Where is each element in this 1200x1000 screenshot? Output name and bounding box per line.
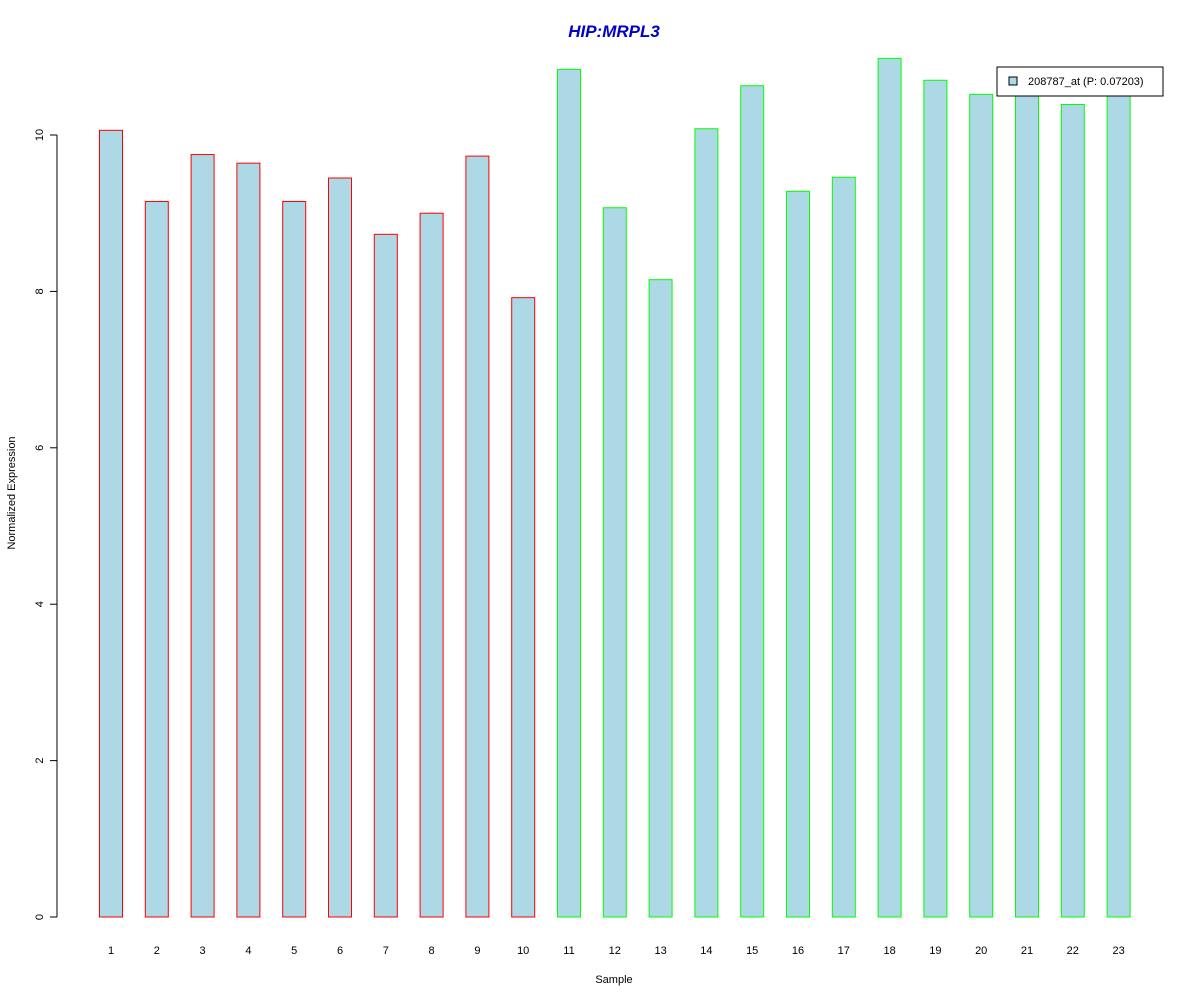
- bar: [1060, 104, 1085, 918]
- bar: [786, 190, 810, 918]
- bar: [328, 177, 352, 918]
- x-tick-label: 9: [474, 945, 480, 957]
- bar: [373, 233, 398, 918]
- x-tick-label: 6: [337, 945, 343, 957]
- y-tick-label: 8: [34, 288, 46, 294]
- bar: [969, 93, 994, 918]
- bar: [282, 200, 307, 918]
- x-tick-label: 12: [609, 945, 621, 957]
- x-tick-label: 14: [700, 945, 712, 957]
- x-tick-label: 23: [1112, 945, 1124, 957]
- bar: [602, 207, 627, 918]
- bars: [99, 57, 1131, 918]
- y-tick-label: 2: [34, 758, 46, 764]
- chart-title: HIP:MRPL3: [568, 22, 660, 41]
- bar: [236, 162, 261, 918]
- legend-swatch: [1008, 76, 1018, 86]
- y-tick-label: 10: [34, 129, 46, 141]
- bar: [144, 200, 169, 918]
- x-tick-label: 21: [1021, 945, 1033, 957]
- x-tick-label: 18: [883, 945, 895, 957]
- bar: [419, 212, 444, 918]
- x-tick-label: 4: [245, 945, 251, 957]
- bar: [465, 155, 490, 918]
- y-axis: 0 2 4 6 8 10: [34, 129, 58, 920]
- y-tick-label: 4: [34, 601, 46, 607]
- bar: [694, 128, 719, 918]
- x-tick-label: 3: [200, 945, 206, 957]
- x-tick-label: 10: [517, 945, 529, 957]
- bar: [511, 297, 536, 918]
- x-tick-label: 17: [838, 945, 850, 957]
- bar: [740, 85, 765, 918]
- x-tick-label: 20: [975, 945, 987, 957]
- bar: [190, 154, 215, 918]
- x-tick-label: 19: [929, 945, 941, 957]
- x-tick-label: 22: [1067, 945, 1079, 957]
- x-tick-label: 16: [792, 945, 804, 957]
- x-axis-ticks: 1 2 3 4 5 6 7 8 9 10 11 12 13 14 15 16 17 18 19 20 21 22 23: [108, 945, 1125, 957]
- y-axis-label: Normalized Expression: [6, 436, 18, 549]
- x-tick-label: 5: [291, 945, 297, 957]
- bar: [1015, 94, 1039, 918]
- x-tick-label: 7: [383, 945, 389, 957]
- legend-label: 208787_at (P: 0.07203): [1028, 76, 1144, 88]
- x-tick-label: 2: [154, 945, 160, 957]
- bar: [99, 129, 123, 918]
- x-tick-label: 8: [429, 945, 435, 957]
- bar: [1106, 94, 1131, 918]
- x-tick-label: 1: [108, 945, 114, 957]
- y-tick-label: 6: [34, 445, 46, 451]
- legend-box: [996, 66, 1164, 97]
- bar: [557, 68, 581, 918]
- y-tick-label: 0: [34, 914, 46, 920]
- legend: 208787_at (P: 0.07203): [996, 66, 1164, 97]
- bar: [877, 57, 902, 918]
- bar: [648, 279, 673, 918]
- x-axis-label: Sample: [595, 974, 632, 986]
- bar: [923, 79, 948, 918]
- x-tick-label: 11: [563, 945, 574, 957]
- x-tick-label: 13: [654, 945, 666, 957]
- x-tick-label: 15: [746, 945, 758, 957]
- bar: [831, 176, 856, 918]
